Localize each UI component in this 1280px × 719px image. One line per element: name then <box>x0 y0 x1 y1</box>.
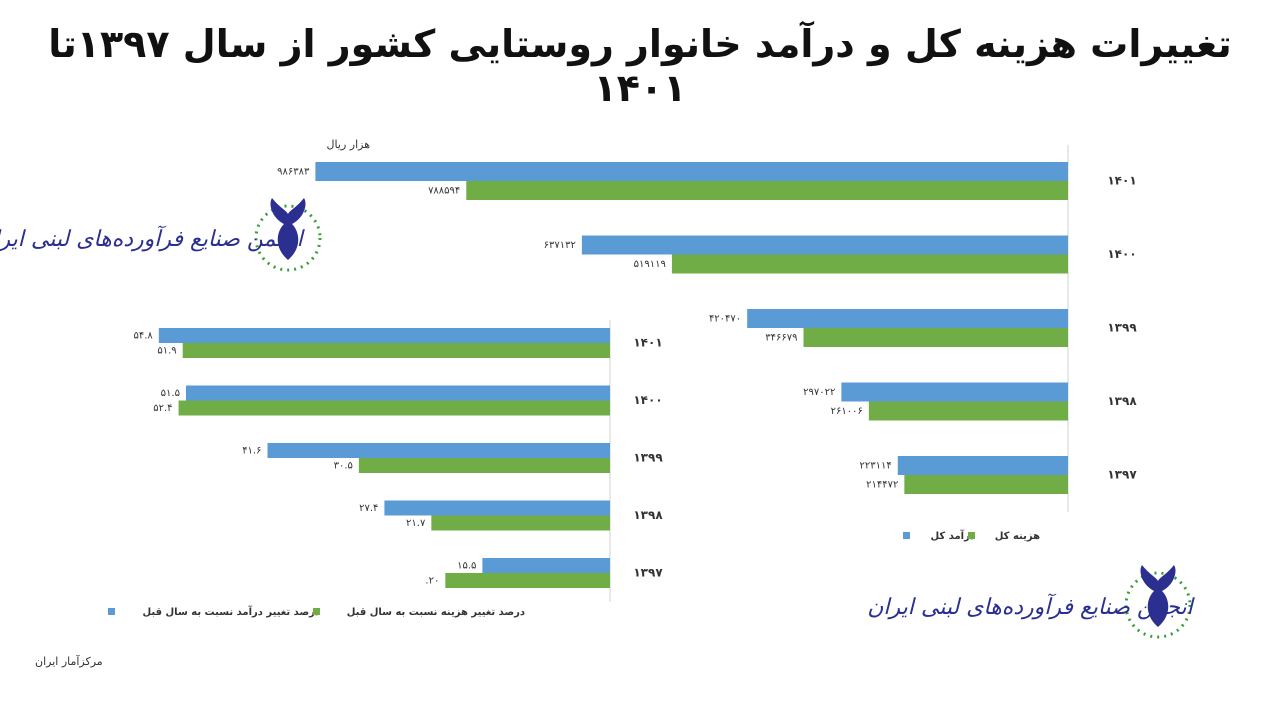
bar <box>581 235 1068 255</box>
data-label: ۵۴.۸ <box>134 331 154 342</box>
bar <box>384 500 610 516</box>
bar <box>182 343 610 358</box>
data-label: ۵۱۹۱۱۹ <box>634 259 666 270</box>
data-label: ۴۲۰۴۷۰ <box>709 314 741 325</box>
logo-mark <box>270 198 306 260</box>
data-label: ۵۲.۴ <box>153 403 172 414</box>
data-label: ۲۶۱۰۰۶ <box>831 406 863 417</box>
bar <box>897 456 1068 475</box>
data-label: ۲۱۴۴۷۲ <box>866 480 898 491</box>
legend-label: هزینه کل <box>995 531 1040 542</box>
logo-ring <box>1124 571 1192 639</box>
bar <box>466 181 1069 200</box>
y-tick-label: ۱۴۰۱ <box>633 336 662 350</box>
data-label: ۲۱.۷ <box>406 518 426 529</box>
y-tick-label: ۱۳۹۹ <box>633 451 663 465</box>
bar <box>431 515 610 531</box>
y-tick-label: ۱۳۹۷ <box>1107 468 1137 482</box>
bar <box>803 328 1068 347</box>
y-tick-label: ۱۴۰۰ <box>633 393 662 407</box>
data-label: ۹۸۶۳۸۳ <box>277 167 310 178</box>
logo-ring <box>254 204 322 272</box>
y-tick-label: ۱۳۹۸ <box>633 508 663 522</box>
data-label: ۲۷.۴ <box>359 503 378 514</box>
data-label: .۲۰ <box>425 576 439 587</box>
page-title: تغییرات هزینه کل و درآمد خانوار روستایی … <box>48 22 1232 110</box>
bar <box>482 558 610 573</box>
bar <box>747 309 1068 328</box>
data-label: ۱۵.۵ <box>457 561 476 572</box>
data-label: ۴۱.۶ <box>242 446 261 457</box>
y-tick-label: ۱۴۰۰ <box>1107 247 1136 261</box>
data-label: ۷۸۸۵۹۴ <box>428 186 460 197</box>
bar <box>445 573 610 588</box>
data-label: ۲۲۳۱۱۴ <box>860 461 892 472</box>
y-tick-label: ۱۴۰۱ <box>1107 174 1136 188</box>
legend-swatch <box>313 608 320 615</box>
legend-swatch <box>108 608 115 615</box>
legend-swatch <box>903 532 910 539</box>
bar <box>158 328 610 343</box>
legend-label: درصد تغییر درآمد نسبت به سال قبل <box>142 605 320 618</box>
legend-label: درآمد کل <box>930 529 975 542</box>
bar <box>267 443 610 458</box>
logo <box>1124 565 1192 639</box>
data-label: ۶۳۷۱۳۲ <box>544 240 576 251</box>
bar <box>315 162 1068 181</box>
logo-text: انجمن صنایع فرآورده‌های لبنی ایران <box>867 593 1195 620</box>
bar <box>841 382 1068 402</box>
y-tick-label: ۱۳۹۷ <box>633 566 663 580</box>
bar <box>904 475 1068 494</box>
data-label: ۵۱.۹ <box>157 346 176 357</box>
data-label: ۲۹۷۰۲۲ <box>803 387 835 398</box>
bar <box>185 385 610 401</box>
bar <box>868 401 1068 421</box>
logo <box>254 198 322 272</box>
bar <box>358 458 610 473</box>
y-tick-label: ۱۳۹۸ <box>1107 394 1137 408</box>
bar <box>178 400 610 416</box>
source: مرکزآمار ایران <box>35 654 103 668</box>
unit-label: هزار ریال <box>327 138 371 151</box>
data-label: ۵۱.۵ <box>161 388 180 399</box>
data-label: ۳۴۶۶۷۹ <box>765 333 797 344</box>
data-label: ۳۰.۵ <box>334 461 353 472</box>
legend-swatch <box>968 532 975 539</box>
legend-label: درصد تغییر هزینه نسبت به سال قبل <box>347 607 525 618</box>
logo-text: انجمن صنایع فرآورده‌های لبنی ایران <box>0 225 306 252</box>
y-tick-label: ۱۳۹۹ <box>1107 321 1137 335</box>
bar <box>671 254 1068 274</box>
logo-mark <box>1140 565 1176 627</box>
